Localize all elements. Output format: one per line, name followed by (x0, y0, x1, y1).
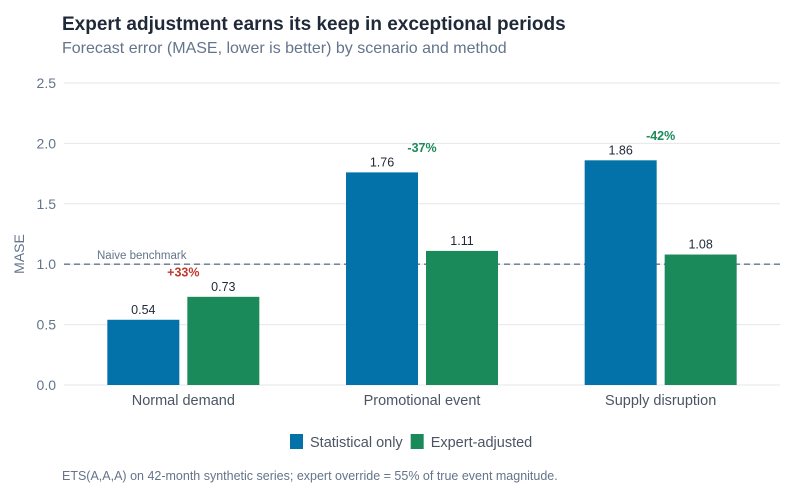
bar-value-label: 1.08 (688, 238, 712, 252)
legend-swatch (410, 434, 424, 449)
bar-statistical-only (346, 172, 418, 385)
bar-value-label: 1.86 (608, 143, 632, 157)
y-tick-label: 1.5 (37, 196, 57, 212)
change-label: +33% (167, 266, 199, 280)
bar-expert-adjusted (664, 254, 737, 385)
bar-value-label: 0.54 (131, 303, 155, 317)
chart-title: Expert adjustment earns its keep in exce… (62, 14, 566, 35)
change-label: -37% (407, 141, 436, 155)
bar-statistical-only (107, 319, 180, 385)
change-label: -42% (646, 129, 675, 143)
bar-value-label: 1.76 (370, 155, 394, 169)
chart-subtitle: Forecast error (MASE, lower is better) b… (62, 40, 507, 57)
y-tick-label: 2.0 (37, 135, 57, 151)
x-tick-label: Promotional event (364, 393, 481, 409)
naive-benchmark-label: Naive benchmark (97, 250, 187, 262)
legend-label: Statistical only (310, 435, 403, 451)
y-axis-label: MASE (11, 234, 27, 274)
legend-swatch (290, 434, 303, 449)
chart-caption: ETS(A,A,A) on 42-month synthetic series;… (62, 469, 558, 483)
legend-label: Expert-adjusted (431, 435, 533, 451)
x-tick-label: Normal demand (132, 393, 235, 409)
bar-value-label: 1.11 (450, 234, 473, 248)
y-tick-label: 0.5 (37, 317, 57, 333)
bar-expert-adjusted (187, 296, 260, 385)
bar-expert-adjusted (426, 250, 498, 385)
bar-value-label: 0.73 (211, 280, 235, 294)
x-tick-label: Supply disruption (605, 393, 716, 409)
bar-statistical-only (584, 160, 657, 385)
y-tick-label: 2.5 (37, 75, 57, 91)
y-tick-label: 0.0 (37, 377, 57, 393)
y-tick-label: 1.0 (37, 256, 57, 272)
